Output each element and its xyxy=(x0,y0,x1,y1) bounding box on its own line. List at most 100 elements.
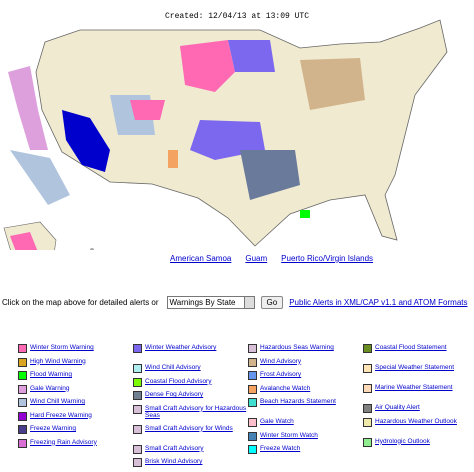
legend-label[interactable]: Winter Storm Warning xyxy=(30,344,94,351)
gale-zone[interactable] xyxy=(8,66,48,150)
legend-column: Winter Weather Advisory Wind Chill Adviso… xyxy=(133,344,248,472)
legend-item[interactable]: Beach Hazards Statement xyxy=(248,398,363,418)
legend-label[interactable]: Brisk Wind Advisory xyxy=(145,458,203,465)
map-link[interactable]: American Samoa xyxy=(170,254,232,263)
legend-label[interactable]: Marine Weather Statement xyxy=(375,384,453,391)
legend-label[interactable]: Freeze Warning xyxy=(30,425,76,432)
legend-item[interactable]: Dense Fog Advisory xyxy=(133,391,248,405)
legend-column: Winter Storm Warning High Wind Warning Flo… xyxy=(18,344,133,472)
flood-zone[interactable] xyxy=(300,210,310,218)
legend-label[interactable]: Frost Advisory xyxy=(260,371,302,378)
legend-swatch xyxy=(248,371,257,380)
prompt: Click on the map above for detailed aler… xyxy=(2,298,159,307)
legend-item[interactable]: Winter Storm Watch xyxy=(248,431,363,446)
legend-label[interactable]: Avalanche Watch xyxy=(260,384,311,392)
legend-item[interactable]: Hydrologic Outlook xyxy=(363,437,474,452)
legend-item[interactable]: Gale Watch xyxy=(248,418,363,432)
legend-item[interactable]: Freezing Rain Advisory xyxy=(18,438,133,453)
legend-label[interactable]: Wind Advisory xyxy=(260,357,302,365)
legend-label[interactable]: Small Craft Advisory for Winds xyxy=(145,424,233,432)
legend-swatch xyxy=(248,418,257,427)
legend-label[interactable]: Air Quality Alert xyxy=(375,404,420,411)
alaska-zone[interactable] xyxy=(10,232,38,250)
hawaii[interactable] xyxy=(90,248,94,250)
alert-map[interactable] xyxy=(0,0,474,250)
marine-zone[interactable] xyxy=(10,150,70,205)
avalanche-zone[interactable] xyxy=(168,150,178,168)
legend-label[interactable]: Hazardous Seas Warning xyxy=(260,344,334,351)
legend-label[interactable]: Special Weather Statement xyxy=(375,364,455,371)
legend-item[interactable]: Avalanche Watch xyxy=(248,384,363,399)
legend-swatch xyxy=(18,357,27,367)
legend-label[interactable]: Coastal Flood Advisory xyxy=(145,377,212,385)
legend-label[interactable]: Small Craft Advisory xyxy=(145,444,204,452)
legend-swatch xyxy=(248,357,257,367)
map-links: American Samoa Guam Puerto Rico/Virgin Isl… xyxy=(170,254,387,263)
legend-label[interactable]: Freezing Rain Advisory xyxy=(30,438,97,446)
controls: Click on the map above for detailed aler… xyxy=(2,296,474,309)
legend-swatch xyxy=(363,404,372,413)
legend-item[interactable]: Coastal Flood Advisory xyxy=(133,377,248,392)
wind-zone[interactable] xyxy=(300,58,365,110)
legend-item[interactable]: Coastal Flood Statement xyxy=(363,344,474,364)
legend-swatch xyxy=(133,444,142,454)
legend-item[interactable]: Hard Freeze Warning xyxy=(18,411,133,426)
map-link[interactable]: Guam xyxy=(245,254,268,263)
legend-item[interactable]: Freeze Watch xyxy=(248,445,363,459)
legend-item[interactable]: Air Quality Alert xyxy=(363,404,474,418)
legend-label[interactable]: Hydrologic Outlook xyxy=(375,437,430,445)
legend-item[interactable]: Flood Warning xyxy=(18,371,133,385)
legend-swatch xyxy=(363,417,372,427)
legend-swatch xyxy=(248,384,257,394)
fog-zone[interactable] xyxy=(240,150,300,200)
legend-label[interactable]: Small Craft Advisory for Hazardous Seas xyxy=(145,404,247,419)
freeze-zone[interactable] xyxy=(62,110,110,172)
legend-item[interactable]: Wind Advisory xyxy=(248,357,363,372)
legend-item[interactable]: Frost Advisory xyxy=(248,371,363,385)
legend-item[interactable]: Special Weather Statement xyxy=(363,364,474,384)
legend-swatch xyxy=(363,344,372,353)
map-link[interactable]: Puerto Rico/Virgin Islands xyxy=(281,254,374,263)
legend-item[interactable]: Winter Weather Advisory xyxy=(133,344,248,364)
legend-label[interactable]: Freeze Watch xyxy=(260,445,301,452)
legend-label[interactable]: Flood Warning xyxy=(30,371,73,378)
legend-item[interactable]: Small Craft Advisory for Winds xyxy=(133,424,248,445)
legend-label[interactable]: Winter Weather Advisory xyxy=(145,344,217,351)
legend-item[interactable]: High Wind Warning xyxy=(18,357,133,372)
state-select[interactable]: Warnings By State xyxy=(166,296,255,309)
legend-label[interactable]: Winter Storm Watch xyxy=(260,431,318,439)
legend-item[interactable]: Marine Weather Statement xyxy=(363,384,474,404)
legend-swatch xyxy=(363,384,372,393)
legend-item[interactable]: Wind Chill Warning xyxy=(18,398,133,412)
legend-label[interactable]: Hazardous Weather Outlook xyxy=(375,417,457,425)
legend-item[interactable]: Gale Warning xyxy=(18,384,133,399)
legend-item[interactable]: Hazardous Seas Warning xyxy=(248,344,363,358)
legend-item[interactable]: Winter Storm Warning xyxy=(18,344,133,358)
legend-swatch xyxy=(248,344,257,353)
legend-swatch xyxy=(133,377,142,387)
legend-label[interactable]: Gale Watch xyxy=(260,418,294,425)
legend-column: Coastal Flood Statement Special Weather S… xyxy=(363,344,474,472)
legend-label[interactable]: High Wind Warning xyxy=(30,357,86,365)
legend-label[interactable]: Beach Hazards Statement xyxy=(260,398,336,405)
legend-item[interactable]: Small Craft Advisory for Hazardous Seas xyxy=(133,404,248,425)
legend-label[interactable]: Gale Warning xyxy=(30,384,70,392)
legend-label[interactable]: Hard Freeze Warning xyxy=(30,411,92,419)
legend: Winter Storm Warning High Wind Warning Flo… xyxy=(18,344,474,472)
legend-swatch xyxy=(133,424,142,434)
legend-swatch xyxy=(133,458,142,467)
legend-item[interactable]: Hazardous Weather Outlook xyxy=(363,417,474,438)
legend-label[interactable]: Dense Fog Advisory xyxy=(145,391,204,398)
go-button[interactable]: Go xyxy=(260,296,284,309)
legend-item[interactable]: Wind Chill Advisory xyxy=(133,364,248,378)
legend-swatch xyxy=(133,391,142,400)
advisory-zone[interactable] xyxy=(228,40,275,72)
legend-item[interactable]: Freeze Warning xyxy=(18,425,133,439)
legend-label[interactable]: Coastal Flood Statement xyxy=(375,344,447,351)
legend-label[interactable]: Wind Chill Warning xyxy=(30,398,86,405)
legend-label[interactable]: Wind Chill Advisory xyxy=(145,364,201,371)
storm-zone-2[interactable] xyxy=(130,100,165,120)
legend-item[interactable]: Small Craft Advisory xyxy=(133,444,248,459)
xml-link[interactable]: Public Alerts in XML/CAP v1.1 and ATOM F… xyxy=(289,298,468,307)
storm-zone[interactable] xyxy=(180,40,235,92)
